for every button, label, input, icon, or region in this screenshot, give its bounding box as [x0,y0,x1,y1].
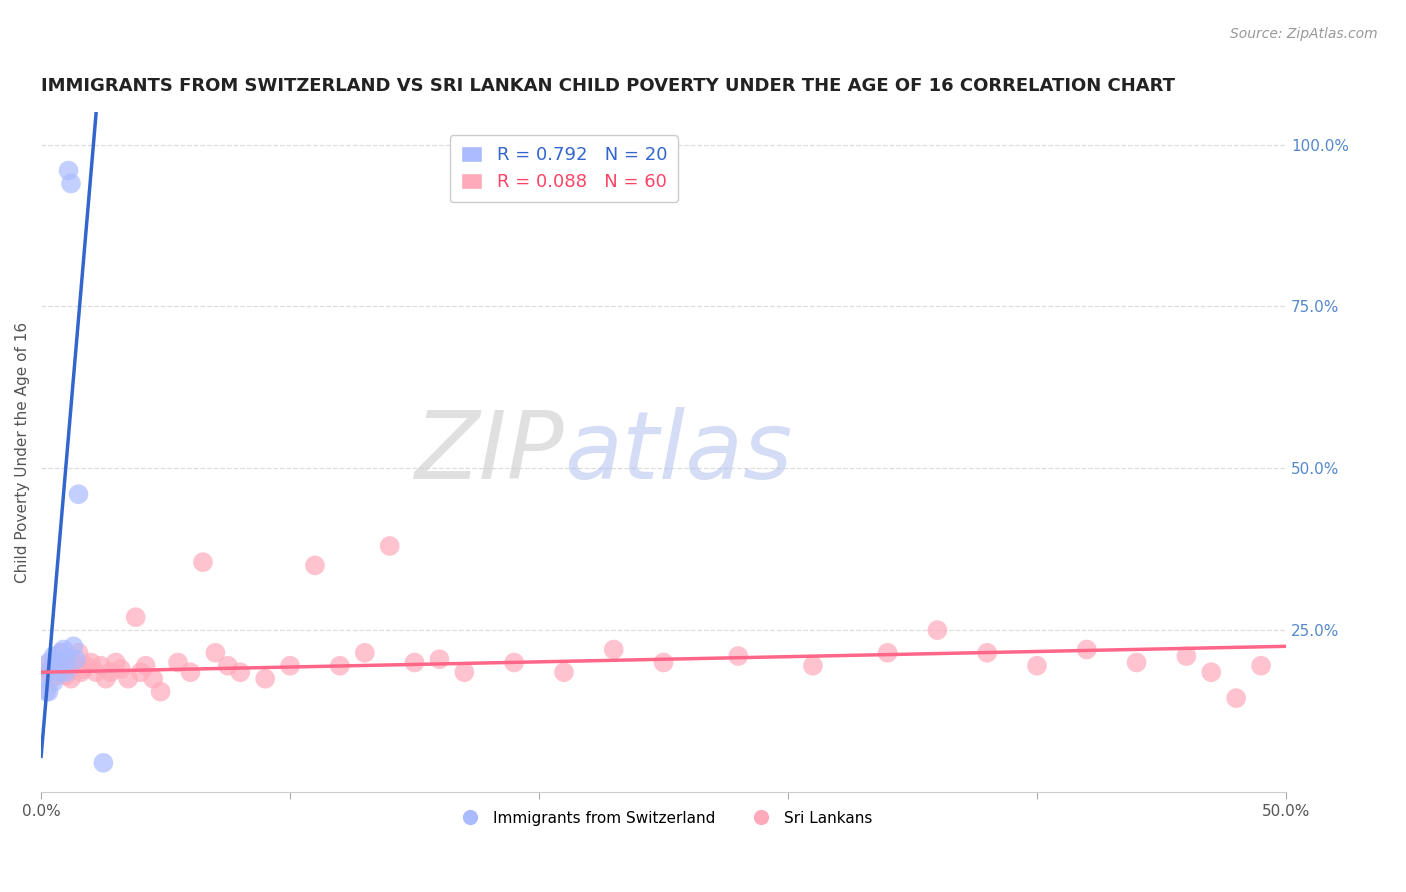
Point [59,672,82,686]
Point [58,163,80,178]
Point [801,658,824,673]
Point [1125,656,1147,670]
Point [976,646,998,660]
Point [927,623,949,637]
Point [42,662,65,676]
Point [67,646,90,660]
Point [45,668,67,682]
Point [110,662,132,676]
Point [45,652,67,666]
Point [35,684,58,698]
Point [59,177,82,191]
Point [55,668,77,682]
Text: Source: ZipAtlas.com: Source: ZipAtlas.com [1230,27,1378,41]
Point [1175,648,1198,663]
Point [149,684,172,698]
Point [84,665,107,680]
Point [38,656,60,670]
Point [125,610,148,624]
Point [48,665,70,680]
Point [167,656,190,670]
Point [62,656,84,670]
Point [38,684,60,698]
Point [229,665,252,680]
Point [104,656,127,670]
Point [1076,642,1098,657]
Point [52,658,75,673]
Point [378,539,401,553]
Point [1199,665,1222,680]
Point [191,555,214,569]
Point [39,672,62,686]
Point [55,652,77,666]
Point [142,672,165,686]
Point [49,646,72,660]
Point [72,662,94,676]
Point [503,656,526,670]
Point [48,656,70,670]
Point [100,665,122,680]
Point [58,662,80,676]
Point [52,642,75,657]
Point [35,658,58,673]
Point [49,646,72,660]
Point [80,656,103,670]
Point [129,665,152,680]
Point [48,656,70,670]
Point [603,642,626,657]
Point [1026,658,1049,673]
Point [217,658,239,673]
Point [90,658,112,673]
Point [75,658,97,673]
Point [32,672,55,686]
Point [67,487,90,501]
Y-axis label: Child Poverty Under the Age of 16: Child Poverty Under the Age of 16 [15,321,30,582]
Text: IMMIGRANTS FROM SWITZERLAND VS SRI LANKAN CHILD POVERTY UNDER THE AGE OF 16 CORR: IMMIGRANTS FROM SWITZERLAND VS SRI LANKA… [41,78,1175,95]
Legend: Immigrants from Switzerland, Sri Lankans: Immigrants from Switzerland, Sri Lankans [449,805,879,832]
Point [55,665,77,680]
Point [135,658,157,673]
Point [652,656,675,670]
Text: ZIP: ZIP [415,407,564,498]
Text: atlas: atlas [564,407,792,498]
Point [453,665,475,680]
Point [117,672,139,686]
Point [42,674,65,689]
Point [38,665,60,680]
Point [65,652,87,666]
Point [179,665,201,680]
Point [304,558,326,573]
Point [1250,658,1272,673]
Point [62,640,84,654]
Point [429,652,451,666]
Point [39,662,62,676]
Point [876,646,898,660]
Point [70,665,93,680]
Point [254,672,277,686]
Point [727,648,749,663]
Point [42,648,65,663]
Point [94,672,117,686]
Point [553,665,575,680]
Point [1225,691,1247,706]
Point [278,658,301,673]
Point [329,658,352,673]
Point [404,656,426,670]
Point [353,646,375,660]
Point [93,756,115,770]
Point [204,646,226,660]
